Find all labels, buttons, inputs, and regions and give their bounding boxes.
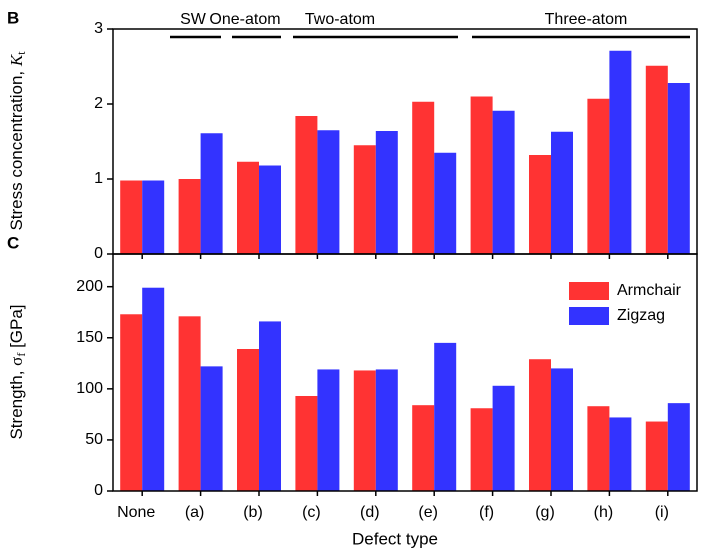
x-tick-label: (i)	[655, 504, 669, 521]
bar	[645, 421, 668, 491]
bar	[434, 342, 457, 491]
y-tick-label: 100	[76, 380, 103, 397]
y-tick-label: 2	[94, 95, 103, 112]
bar	[237, 349, 259, 491]
bar	[237, 161, 259, 254]
x-tick-label: (d)	[360, 504, 380, 521]
y-tick-label: 200	[76, 278, 103, 295]
bar	[375, 131, 398, 254]
bar	[200, 366, 223, 491]
bar	[470, 96, 493, 254]
bar	[551, 368, 573, 491]
y-axis-label: Stress concentration, Kt	[7, 51, 28, 231]
bar	[434, 152, 457, 254]
x-tick-label: (b)	[243, 504, 263, 521]
bar	[295, 395, 318, 491]
bar	[295, 116, 318, 254]
x-tick-label: (a)	[185, 504, 205, 521]
bar	[178, 179, 201, 254]
y-tick-label: 150	[76, 329, 103, 346]
x-tick-label: (g)	[535, 504, 555, 521]
bar	[375, 369, 398, 491]
bar	[470, 408, 493, 491]
panel-label: B	[7, 8, 19, 27]
y-label-symbol: σ	[7, 357, 26, 366]
bar	[609, 50, 632, 254]
bar	[529, 359, 551, 491]
bar	[609, 417, 632, 491]
bar	[120, 180, 143, 254]
bar	[259, 321, 281, 491]
y-label-symbol: K	[7, 53, 26, 67]
bar	[667, 403, 690, 491]
x-tick-label: None	[117, 504, 155, 521]
y-axis-label: Strength, σf [GPa]	[7, 304, 28, 439]
x-tick-label: (c)	[302, 504, 321, 521]
bar	[353, 145, 376, 254]
y-label-unit: [GPa]	[7, 304, 26, 352]
bar	[529, 155, 551, 254]
bar	[178, 316, 201, 491]
group-label: Three-atom	[545, 11, 628, 28]
bar	[587, 406, 610, 491]
bar	[317, 130, 340, 254]
bar	[667, 83, 690, 254]
group-label: SW	[180, 11, 207, 28]
y-label-subscript: f	[14, 353, 28, 357]
y-label-text: Stress concentration,	[7, 66, 26, 230]
y-label-text: Strength,	[7, 366, 26, 440]
y-tick-label: 50	[85, 431, 103, 448]
bar	[317, 369, 340, 491]
panel-label: C	[7, 233, 19, 252]
legend-swatch	[569, 307, 609, 325]
bar	[259, 165, 281, 254]
group-label: One-atom	[209, 11, 280, 28]
bar	[551, 131, 573, 254]
bar	[412, 101, 435, 254]
bar	[142, 180, 165, 254]
bar	[353, 370, 376, 491]
x-axis-label: Defect type	[352, 529, 438, 548]
axes-frame	[112, 253, 698, 492]
bar	[645, 65, 668, 254]
y-tick-label: 3	[94, 20, 103, 37]
legend-swatch	[569, 282, 609, 300]
bar	[587, 98, 610, 254]
legend-label: Zigzag	[617, 307, 665, 324]
bar	[412, 405, 435, 491]
y-tick-label: 0	[94, 482, 103, 499]
bar	[200, 133, 223, 254]
y-tick-label: 0	[94, 245, 103, 262]
x-tick-label: (h)	[594, 504, 614, 521]
y-tick-label: 1	[94, 170, 103, 187]
bar	[492, 385, 515, 491]
bar	[120, 314, 143, 491]
group-label: Two-atom	[305, 11, 375, 28]
x-tick-label: (e)	[418, 504, 438, 521]
legend-label: Armchair	[617, 282, 682, 299]
bar	[492, 110, 515, 254]
y-label-subscript: t	[14, 51, 28, 55]
x-tick-label: (f)	[479, 504, 494, 521]
bar	[142, 287, 165, 491]
